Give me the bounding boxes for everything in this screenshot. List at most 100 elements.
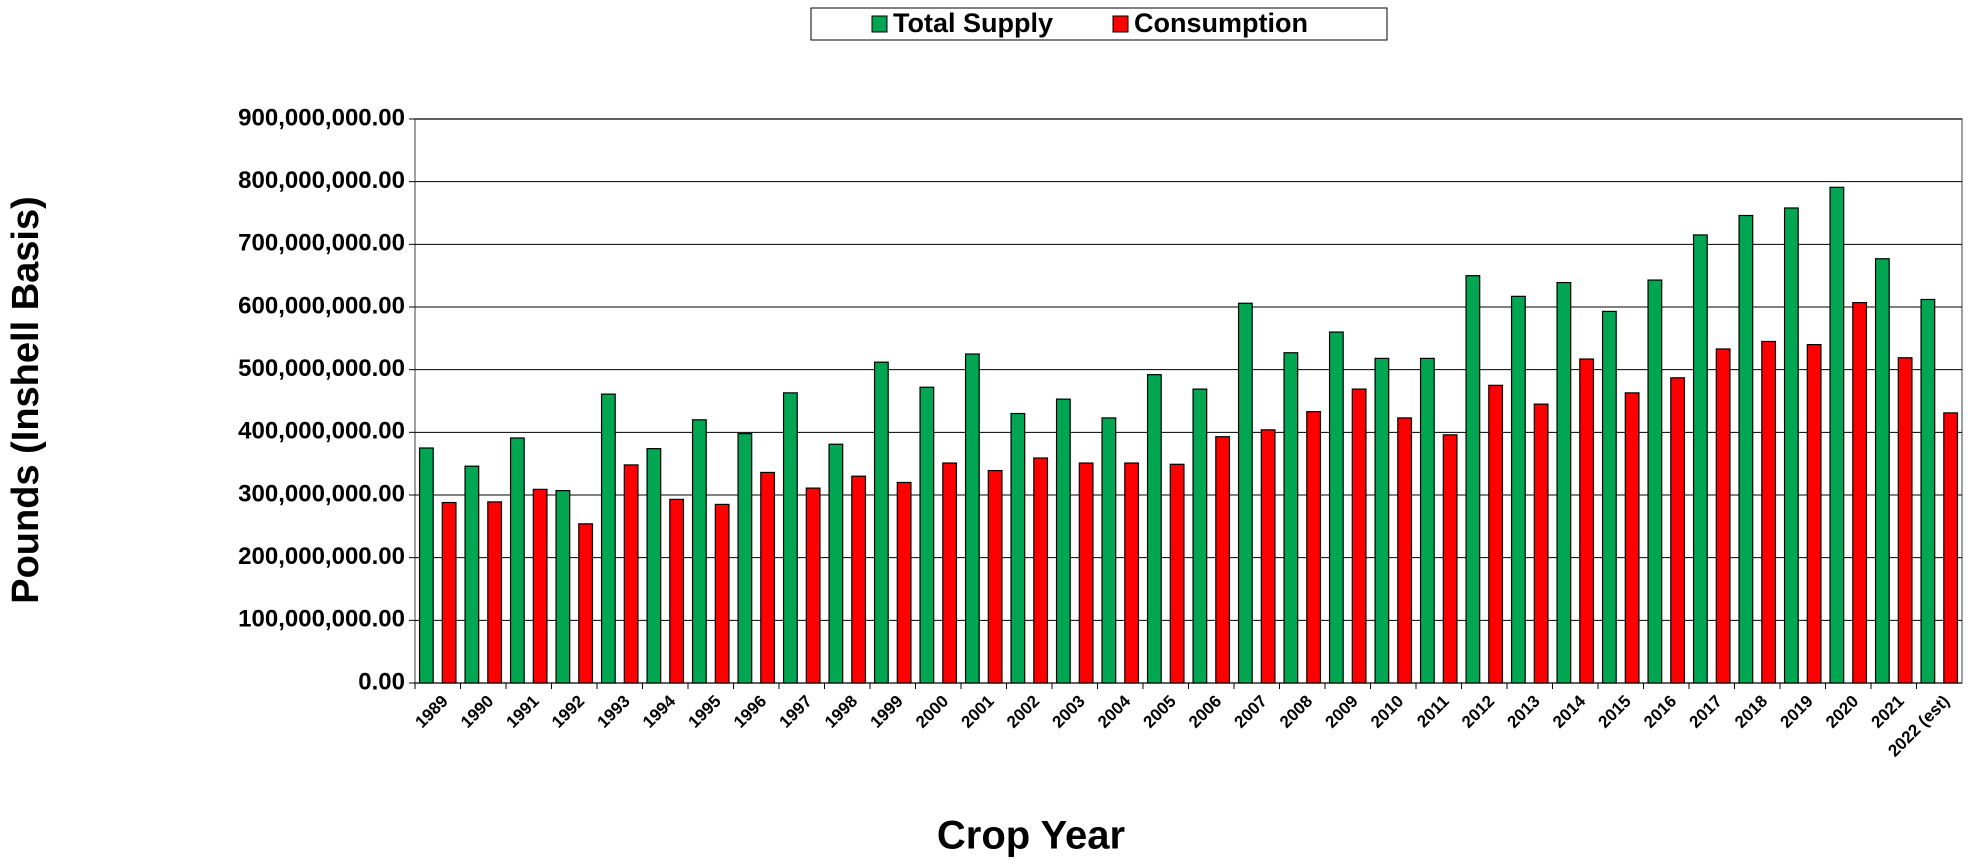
y-tick-label: 300,000,000.00 [238, 480, 405, 507]
bar [1670, 377, 1686, 684]
y-tick-label: 400,000,000.00 [238, 418, 405, 445]
x-tick-label: 2009 [1322, 692, 1362, 732]
x-tick-label: 2015 [1595, 692, 1635, 732]
x-tick-label: 2005 [1140, 692, 1180, 732]
bar [1510, 295, 1526, 684]
bar [1556, 281, 1572, 684]
bar [1533, 403, 1549, 684]
x-tick-label: 1995 [685, 692, 725, 732]
bar [942, 462, 958, 684]
bar [964, 353, 980, 684]
bar [555, 490, 571, 684]
bar [1237, 302, 1253, 684]
y-tick-label: 500,000,000.00 [238, 355, 405, 382]
y-tick-label: 0.00 [358, 668, 405, 695]
bar [1829, 186, 1845, 684]
x-tick-label: 1996 [730, 692, 770, 732]
x-tick-label: 2016 [1640, 692, 1680, 732]
x-tick-label: 2010 [1367, 692, 1407, 732]
bar [714, 503, 730, 684]
bar [873, 361, 889, 684]
x-tick-label: 1992 [548, 692, 588, 732]
bar [1283, 352, 1299, 684]
bar [828, 443, 844, 684]
bar [1465, 275, 1481, 684]
x-axis-title: Crop Year [937, 814, 1125, 858]
x-tick-label: 1990 [457, 692, 497, 732]
legend-box [810, 7, 1388, 41]
bar [760, 471, 776, 684]
x-tick-label: 1989 [412, 692, 452, 732]
bar [669, 498, 685, 684]
bar [1101, 417, 1117, 684]
y-tick-label: 900,000,000.00 [238, 104, 405, 131]
bar [1761, 340, 1777, 684]
x-tick-label: 1997 [776, 692, 816, 732]
bar [1943, 412, 1959, 684]
y-tick-label: 600,000,000.00 [238, 292, 405, 319]
bar [1897, 357, 1913, 684]
bar [1124, 462, 1140, 684]
legend-label: Total Supply [893, 8, 1053, 38]
bar [1715, 348, 1731, 684]
bar [1397, 417, 1413, 684]
bar [1920, 298, 1936, 684]
x-tick-label: 2007 [1231, 692, 1271, 732]
x-tick-label: 1994 [639, 691, 680, 732]
bar [441, 501, 457, 684]
x-tick-label: 2014 [1549, 691, 1590, 732]
bar [1601, 310, 1617, 684]
y-tick-label: 700,000,000.00 [238, 230, 405, 257]
x-tick-label: 2006 [1185, 692, 1225, 732]
bar [418, 447, 434, 684]
bar [1852, 302, 1868, 684]
x-tick-label: 2012 [1458, 692, 1498, 732]
x-tick-label: 2017 [1686, 692, 1726, 732]
y-axis-title: Pounds (Inshell Basis) [5, 196, 47, 604]
bar [464, 465, 480, 684]
x-tick-label: 2019 [1777, 692, 1817, 732]
bar [600, 393, 616, 684]
bar [1306, 411, 1322, 684]
bar [1146, 374, 1162, 684]
bar [851, 475, 867, 684]
x-tick-label: 2001 [958, 692, 998, 732]
x-tick-label: 2000 [912, 692, 952, 732]
bar [919, 386, 935, 684]
y-tick-label: 200,000,000.00 [238, 543, 405, 570]
bar [896, 481, 912, 684]
bar [1624, 392, 1640, 684]
bar [646, 448, 662, 684]
bar [782, 392, 798, 684]
bar [1442, 434, 1458, 684]
bar [1328, 331, 1344, 684]
bar [487, 501, 503, 684]
bar [578, 523, 594, 684]
bar [623, 464, 639, 684]
x-tick-label: 2020 [1822, 692, 1862, 732]
bar [1055, 398, 1071, 684]
bar [1374, 357, 1390, 684]
x-tick-label: 2008 [1276, 692, 1316, 732]
bar [532, 488, 548, 684]
bar [805, 487, 821, 684]
bar [1169, 463, 1185, 684]
bar [1010, 412, 1026, 684]
legend-label: Consumption [1134, 8, 1308, 38]
bar [1192, 388, 1208, 684]
bar [1419, 357, 1435, 684]
bar [1806, 344, 1822, 684]
legend-swatch [1112, 15, 1129, 33]
bar [1647, 279, 1663, 684]
bar [1215, 436, 1231, 684]
bar [1738, 214, 1754, 684]
bar [1260, 429, 1276, 684]
bar [1351, 388, 1367, 684]
x-tick-label: 1993 [594, 692, 634, 732]
bar [691, 419, 707, 684]
x-tick-label: 1991 [503, 692, 543, 732]
bar [737, 432, 753, 684]
bar [1488, 384, 1504, 684]
bar [509, 437, 525, 684]
bar [1783, 207, 1799, 684]
